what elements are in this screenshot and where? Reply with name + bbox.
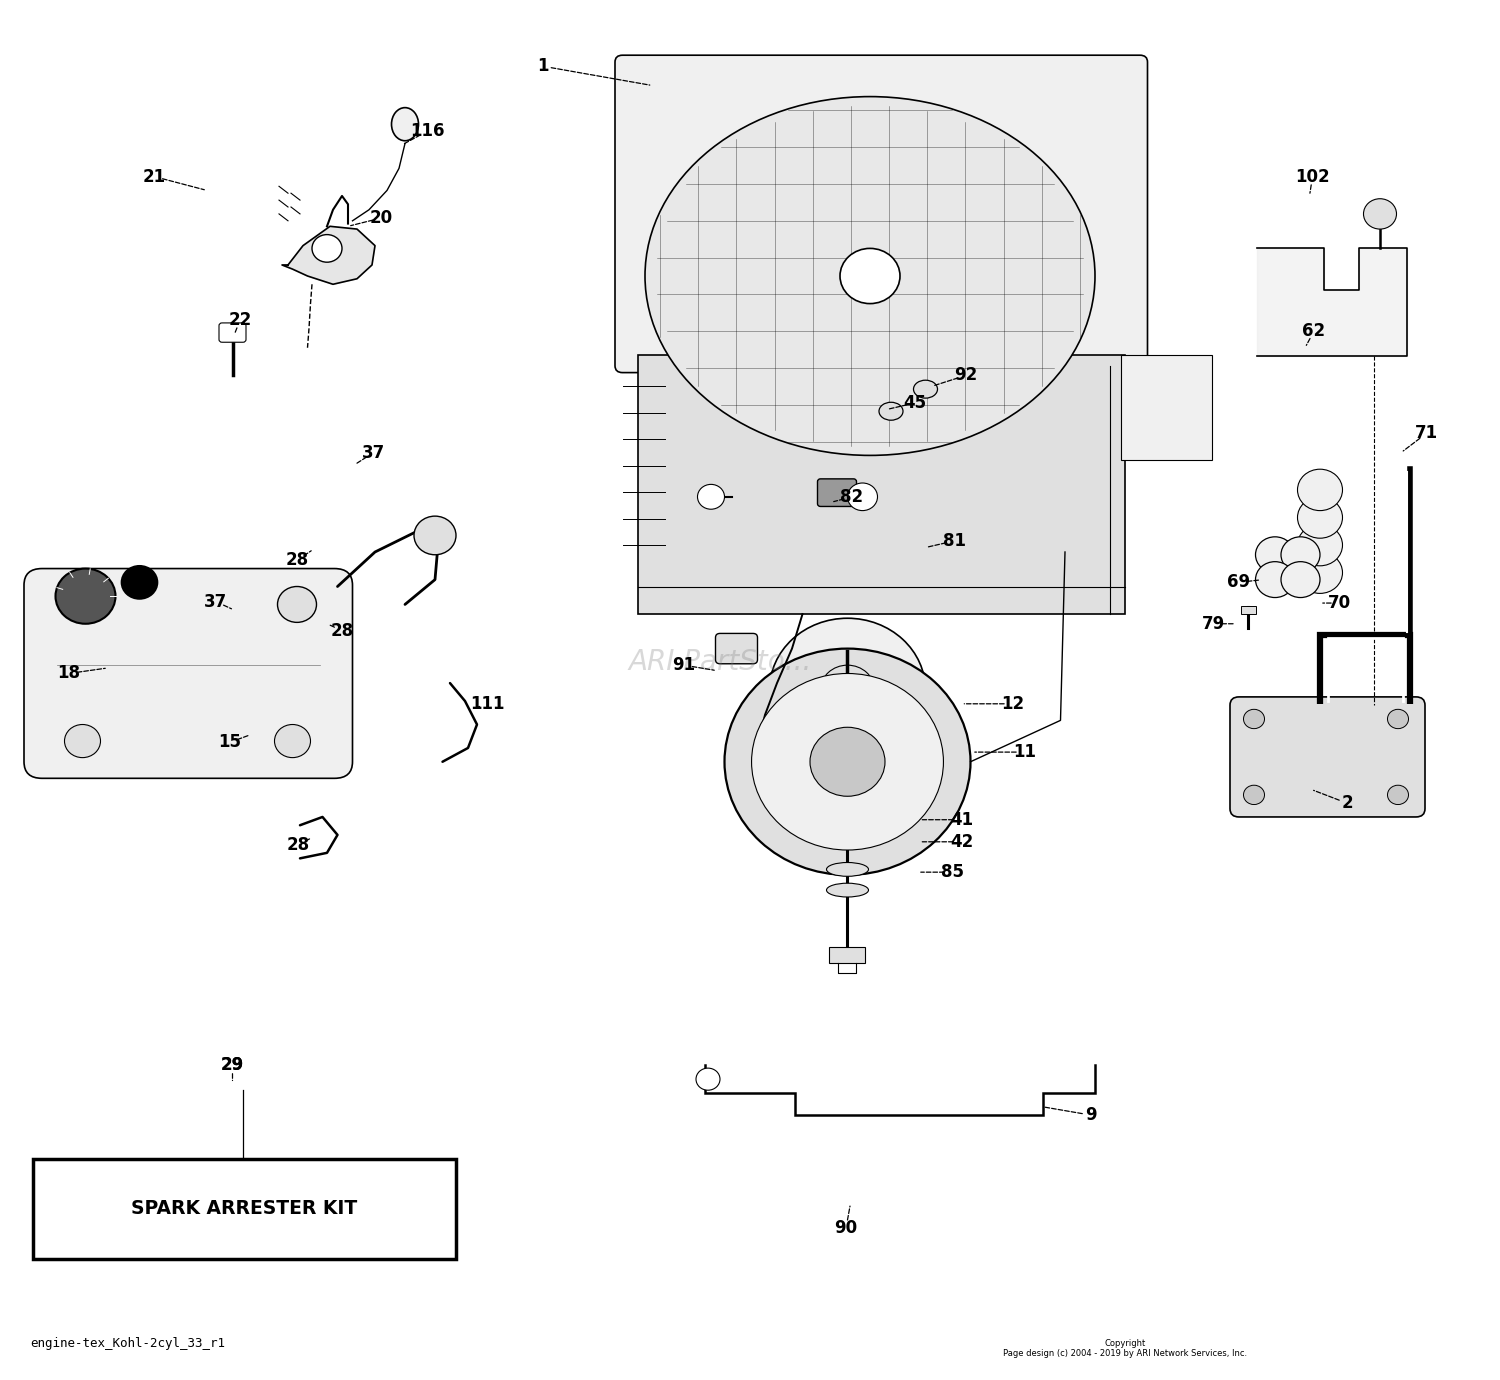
Text: SPARK ARRESTER KIT: SPARK ARRESTER KIT: [132, 1199, 357, 1219]
FancyBboxPatch shape: [615, 55, 1148, 373]
Text: 37: 37: [204, 592, 228, 611]
Text: 37: 37: [362, 443, 386, 462]
Text: 28: 28: [330, 621, 354, 640]
Text: 79: 79: [1202, 614, 1225, 633]
Text: 22: 22: [228, 310, 252, 330]
Circle shape: [1256, 562, 1294, 598]
Circle shape: [1298, 469, 1342, 511]
Circle shape: [278, 586, 316, 622]
Text: 28: 28: [286, 835, 310, 854]
Circle shape: [64, 724, 101, 758]
Circle shape: [770, 618, 926, 762]
Text: 90: 90: [834, 1219, 858, 1238]
Polygon shape: [282, 226, 375, 284]
Text: ARI PartSto...: ARI PartSto...: [628, 649, 812, 676]
Circle shape: [1256, 537, 1294, 573]
FancyBboxPatch shape: [24, 569, 352, 778]
Text: 92: 92: [954, 366, 978, 385]
Text: 71: 71: [1414, 424, 1438, 443]
Text: 41: 41: [950, 810, 974, 829]
FancyBboxPatch shape: [638, 355, 1125, 614]
Circle shape: [840, 248, 900, 304]
FancyBboxPatch shape: [830, 947, 866, 963]
Text: 20: 20: [369, 208, 393, 228]
Ellipse shape: [827, 883, 868, 897]
Circle shape: [847, 483, 877, 511]
Polygon shape: [1257, 248, 1407, 356]
Text: 2: 2: [1341, 793, 1353, 813]
Circle shape: [698, 484, 724, 509]
FancyBboxPatch shape: [716, 633, 758, 664]
Circle shape: [752, 673, 944, 850]
Text: 29: 29: [220, 1056, 245, 1075]
Text: 85: 85: [940, 862, 964, 882]
Text: 1: 1: [537, 57, 549, 76]
Text: engine-tex_Kohl-2cyl_33_r1: engine-tex_Kohl-2cyl_33_r1: [30, 1337, 225, 1350]
Circle shape: [312, 235, 342, 262]
Text: 82: 82: [840, 487, 864, 506]
Ellipse shape: [914, 381, 938, 399]
Ellipse shape: [645, 97, 1095, 455]
Circle shape: [696, 1068, 720, 1090]
Text: 102: 102: [1294, 167, 1330, 186]
Circle shape: [1298, 497, 1342, 538]
FancyBboxPatch shape: [1120, 355, 1212, 460]
Circle shape: [1388, 709, 1408, 729]
Text: 70: 70: [1328, 593, 1352, 613]
FancyBboxPatch shape: [1240, 606, 1256, 614]
Text: 116: 116: [410, 121, 444, 141]
Circle shape: [1281, 562, 1320, 598]
Text: 9: 9: [1084, 1105, 1096, 1125]
Text: 69: 69: [1227, 573, 1251, 592]
Text: Copyright
Page design (c) 2004 - 2019 by ARI Network Services, Inc.: Copyright Page design (c) 2004 - 2019 by…: [1004, 1339, 1246, 1358]
FancyBboxPatch shape: [1230, 697, 1425, 817]
Circle shape: [724, 649, 970, 875]
Circle shape: [56, 569, 116, 624]
Text: 42: 42: [950, 832, 974, 851]
Circle shape: [1244, 785, 1264, 805]
Circle shape: [1388, 785, 1408, 805]
Ellipse shape: [392, 108, 418, 141]
Text: 11: 11: [1013, 742, 1036, 762]
Text: 62: 62: [1302, 322, 1326, 341]
Text: 28: 28: [285, 551, 309, 570]
Text: 18: 18: [57, 664, 81, 683]
Text: 81: 81: [942, 531, 966, 551]
Bar: [33, 1159, 456, 1259]
Circle shape: [1244, 709, 1264, 729]
Circle shape: [122, 566, 158, 599]
Circle shape: [1298, 552, 1342, 593]
Ellipse shape: [879, 403, 903, 421]
Text: 111: 111: [471, 694, 504, 713]
Text: 29: 29: [220, 1056, 245, 1075]
Circle shape: [414, 516, 456, 555]
Text: 21: 21: [142, 167, 166, 186]
Circle shape: [1281, 537, 1320, 573]
Circle shape: [274, 724, 310, 758]
Circle shape: [821, 665, 874, 715]
Ellipse shape: [827, 862, 868, 876]
Text: 45: 45: [903, 393, 927, 413]
Text: 91: 91: [672, 656, 696, 675]
Circle shape: [1298, 524, 1342, 566]
Text: 15: 15: [217, 733, 242, 752]
FancyBboxPatch shape: [219, 323, 246, 342]
Circle shape: [1364, 199, 1396, 229]
Text: 12: 12: [1000, 694, 1024, 713]
FancyBboxPatch shape: [818, 479, 856, 506]
Circle shape: [810, 727, 885, 796]
